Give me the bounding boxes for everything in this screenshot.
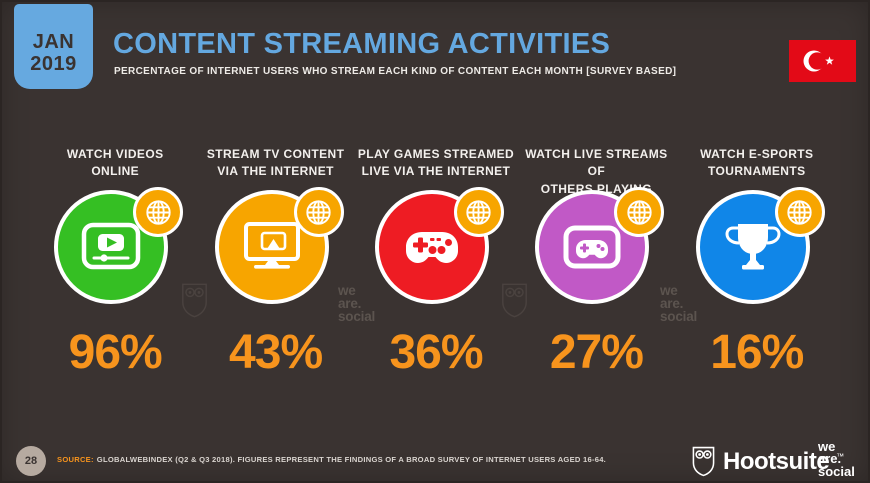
page-subtitle: PERCENTAGE OF INTERNET USERS WHO STREAM … [114,66,677,77]
globe-icon [627,199,652,225]
source-label: SOURCE: [57,455,94,464]
stat-value: 36% [389,326,483,379]
stat-column-play-games: PLAY GAMES STREAMED LIVE VIA THE INTERNE… [356,146,516,380]
date-badge: JAN 2019 [14,4,93,89]
stat-label: WATCH LIVE STREAMS OF OTHERS PLAYING GAM… [525,147,668,213]
turkey-flag-icon [789,40,856,82]
source-note: SOURCE: GLOBALWEBINDEX (Q2 & Q3 2018). FI… [57,455,606,464]
globe-badge [293,187,344,237]
hootsuite-owl-watermark-icon [502,283,527,318]
stat-label: WATCH E-SPORTS TOURNAMENTS [700,147,814,179]
stats-row: WATCH VIDEOS ONLINE [35,146,837,380]
trophy-icon [725,224,781,270]
wearesocial-logo: we are. social [818,439,855,479]
globe-badge [133,187,184,237]
stat-label: WATCH VIDEOS ONLINE [66,147,164,179]
wearesocial-watermark: we are. social [660,283,698,324]
stat-value: 16% [710,326,804,379]
tv-cast-icon [243,222,300,269]
video-player-icon [81,222,141,270]
trademark-symbol: ™ [836,452,845,461]
hootsuite-wordmark: Hootsuite [723,447,830,475]
stat-value: 96% [68,326,163,379]
screen-gamepad-icon [563,225,621,269]
page-title: CONTENT STREAMING ACTIVITIES [113,28,611,60]
hootsuite-logo: Hootsuite ™ [691,446,844,477]
stat-label: PLAY GAMES STREAMED LIVE VIA THE INTERNE… [357,147,515,179]
stat-circle-screen-gamepad [535,190,650,304]
globe-icon [306,199,331,225]
globe-badge [453,187,504,237]
page-number-badge: 28 [16,446,46,476]
stat-value: 27% [549,326,644,379]
date-month: JAN [32,31,75,53]
globe-icon [466,199,492,225]
hootsuite-owl-watermark-icon [182,283,207,318]
stat-column-watch-videos: WATCH VIDEOS ONLINE [35,146,195,380]
globe-icon [787,199,812,225]
stat-column-stream-tv: STREAM TV CONTENT VIA THE INTERNET [195,146,355,380]
stat-value: 43% [229,326,323,379]
stat-circle-video [54,190,169,304]
globe-badge [614,187,665,237]
date-year: 2019 [30,53,77,76]
stat-column-watch-streams: WATCH LIVE STREAMS OF OTHERS PLAYING GAM… [516,146,676,380]
globe-icon [146,199,171,225]
stat-column-esports: WATCH E-SPORTS TOURNAMENTS [677,146,837,380]
gamepad-icon [405,232,458,263]
stat-label: STREAM TV CONTENT VIA THE INTERNET [206,147,345,179]
globe-badge [774,187,825,237]
hootsuite-owl-icon [692,446,715,477]
source-text: GLOBALWEBINDEX (Q2 & Q3 2018). FIGURES R… [96,455,607,464]
wearesocial-watermark: we are. social [338,283,376,324]
stat-circle-trophy [695,190,810,304]
